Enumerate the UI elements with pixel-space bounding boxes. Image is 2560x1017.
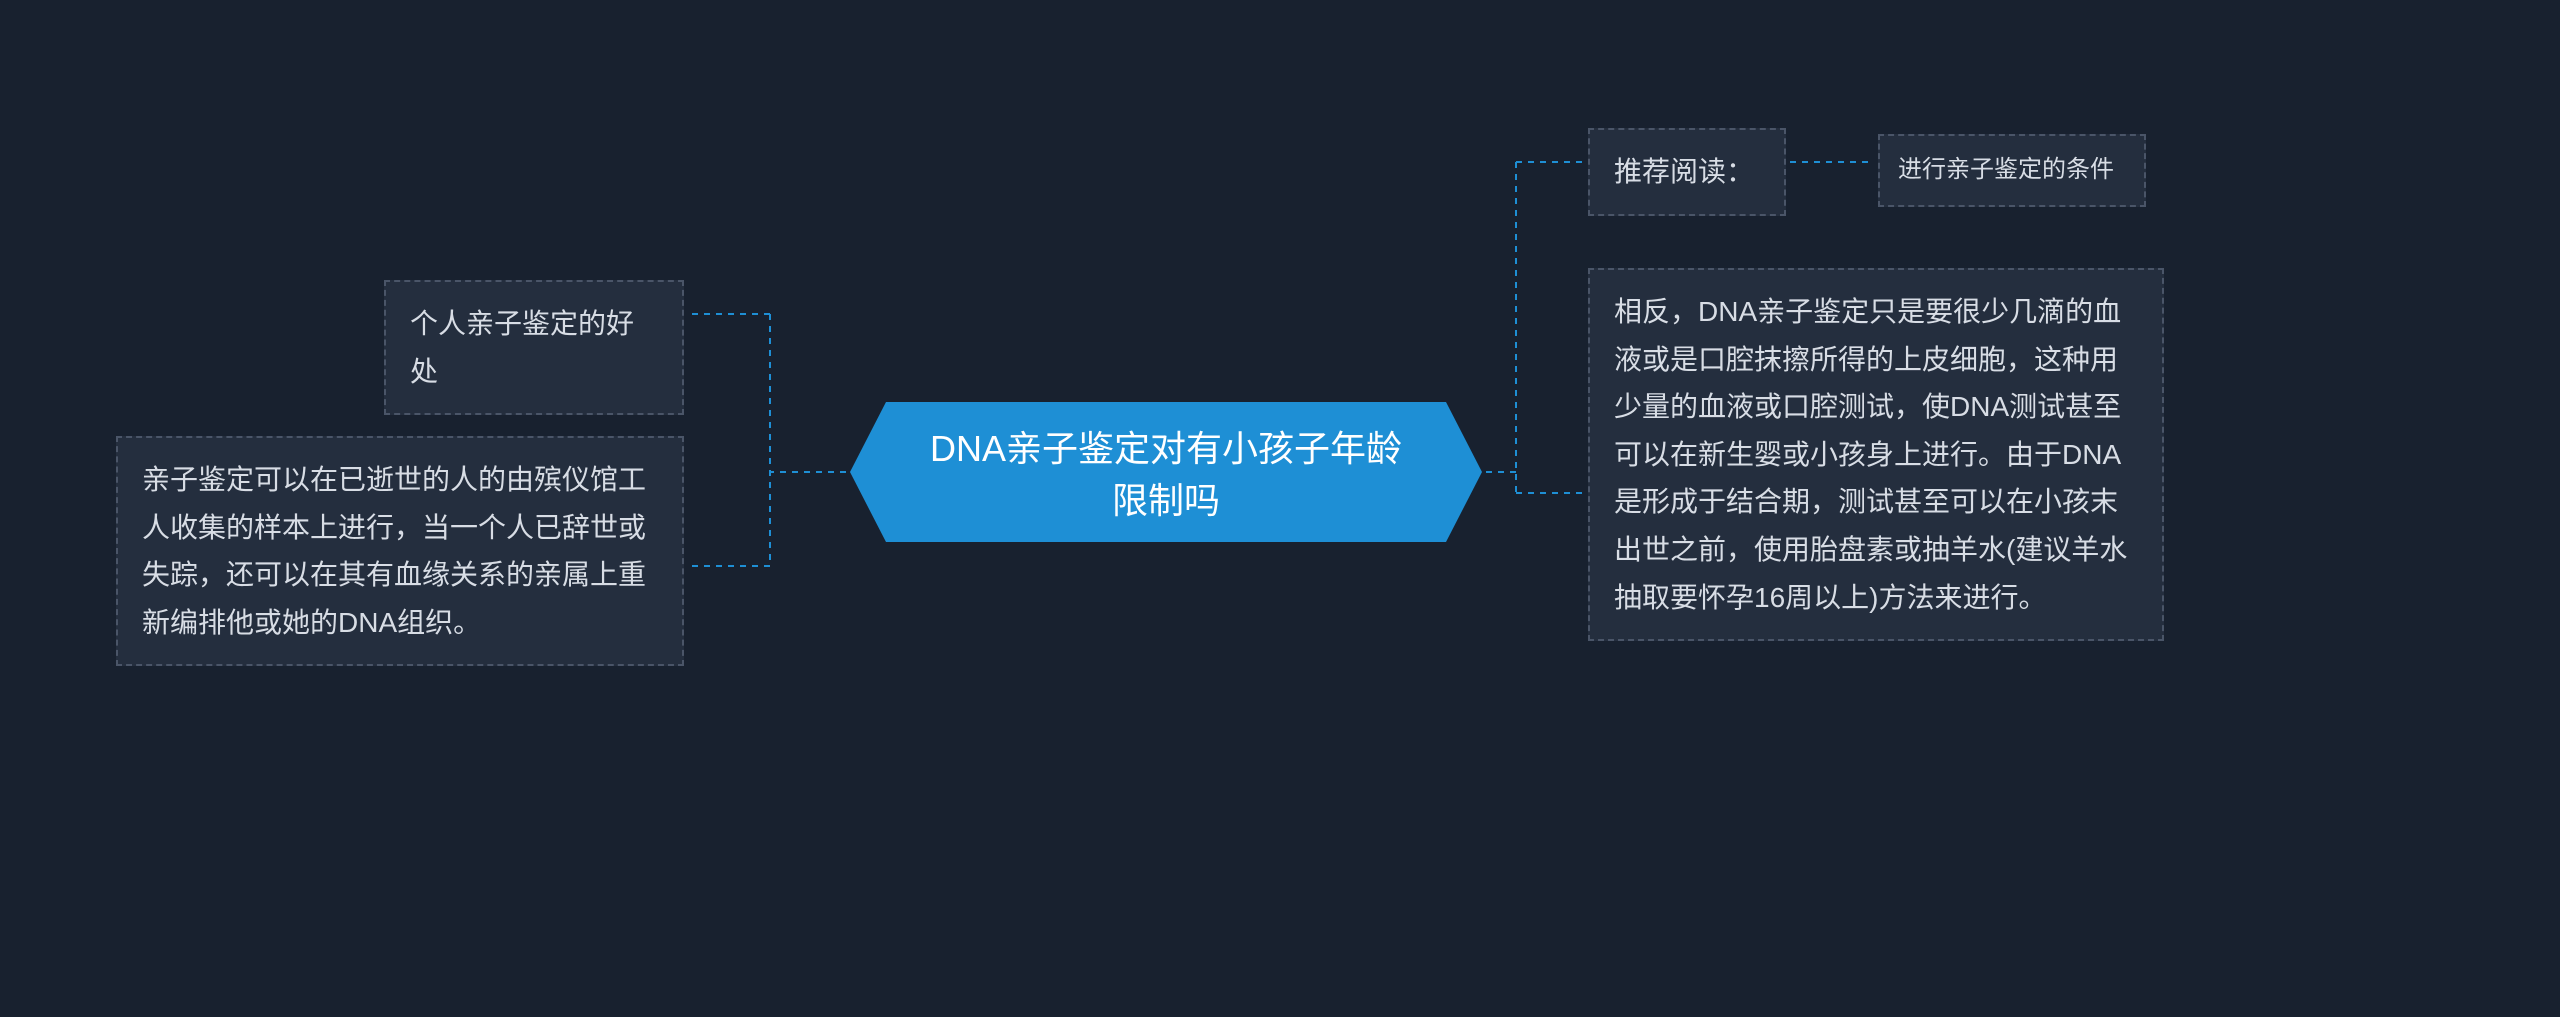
right-node-explanation-text: 相反，DNA亲子鉴定只是要很少几滴的血液或是口腔抹擦所得的上皮细胞，这种用少量的… — [1614, 296, 2127, 613]
right-node-conditions-text: 进行亲子鉴定的条件 — [1898, 156, 2114, 183]
center-arrow-left — [850, 402, 886, 542]
right-node-explanation: 相反，DNA亲子鉴定只是要很少几滴的血液或是口腔抹擦所得的上皮细胞，这种用少量的… — [1588, 268, 2164, 641]
center-arrow-right — [1446, 402, 1482, 542]
left-node-deceased: 亲子鉴定可以在已逝世的人的由殡仪馆工人收集的样本上进行，当一个人已辞世或失踪，还… — [116, 436, 684, 666]
right-node-conditions: 进行亲子鉴定的条件 — [1878, 134, 2146, 207]
left-node-benefits-text: 个人亲子鉴定的好处 — [410, 308, 634, 387]
left-node-deceased-text: 亲子鉴定可以在已逝世的人的由殡仪馆工人收集的样本上进行，当一个人已辞世或失踪，还… — [142, 464, 646, 638]
left-node-benefits: 个人亲子鉴定的好处 — [384, 280, 684, 415]
right-node-recommended-text: 推荐阅读： — [1614, 156, 1754, 187]
center-node: DNA亲子鉴定对有小孩子年龄限制吗 — [886, 402, 1446, 542]
center-text: DNA亲子鉴定对有小孩子年龄限制吗 — [916, 420, 1416, 524]
right-node-recommended: 推荐阅读： — [1588, 128, 1786, 216]
